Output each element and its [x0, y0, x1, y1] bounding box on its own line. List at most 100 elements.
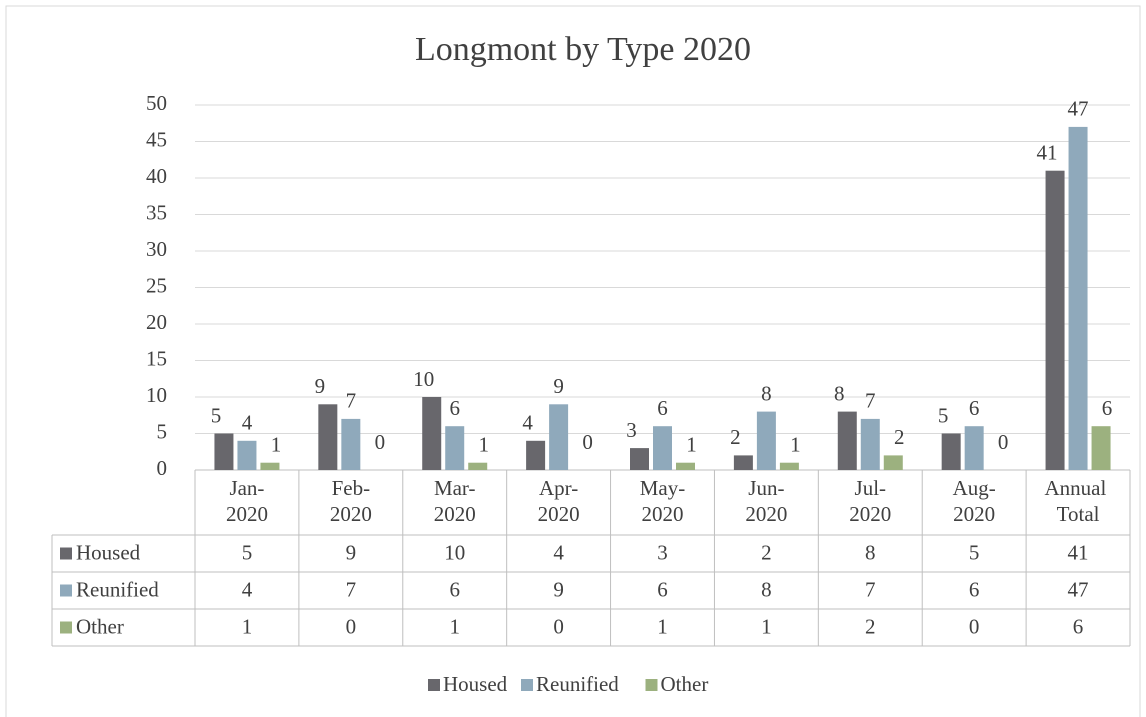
table-cell: 9	[346, 540, 357, 564]
table-cell: 0	[346, 614, 357, 638]
data-label: 9	[553, 374, 564, 398]
bar	[733, 455, 753, 470]
table-row-header: Reunified	[76, 577, 159, 601]
bar	[837, 411, 857, 470]
table-row-header: Other	[76, 614, 124, 638]
bar	[214, 433, 234, 470]
data-label: 0	[998, 430, 1009, 454]
table-cell: 6	[449, 577, 460, 601]
bar	[653, 426, 672, 470]
bar	[341, 418, 361, 470]
table-cell: 1	[761, 614, 772, 638]
y-tick-label: 40	[146, 164, 167, 188]
legend-key	[521, 679, 533, 691]
y-tick-label: 50	[146, 91, 167, 115]
table-cell: 8	[761, 577, 772, 601]
data-label: 2	[730, 425, 741, 449]
y-tick-label: 35	[146, 200, 167, 224]
x-tick-label: May-2020	[640, 476, 686, 526]
bar	[1068, 126, 1088, 471]
data-label: 9	[315, 374, 326, 398]
chart-title: Longmont by Type 2020	[415, 31, 751, 68]
table-cell: 2	[865, 614, 876, 638]
table-cell: 1	[242, 614, 253, 638]
bar	[1045, 170, 1065, 470]
data-label: 1	[790, 433, 801, 457]
legend-label: Other	[661, 672, 709, 696]
data-label: 6	[969, 396, 980, 420]
legend-label: Reunified	[536, 672, 619, 696]
y-tick-label: 15	[146, 346, 167, 370]
table-cell: 5	[969, 540, 980, 564]
bar	[779, 462, 799, 470]
table-cell: 41	[1068, 540, 1089, 564]
y-tick-label: 30	[146, 237, 167, 261]
data-label: 47	[1068, 97, 1089, 121]
data-label: 41	[1037, 141, 1058, 165]
y-tick-label: 45	[146, 127, 167, 151]
chart-border	[5, 5, 1141, 717]
y-tick-label: 0	[157, 456, 168, 480]
data-label: 6	[657, 396, 668, 420]
data-label: 3	[626, 418, 637, 442]
data-label: 8	[834, 381, 845, 405]
x-tick-label: Apr-2020	[538, 476, 580, 526]
data-label: 8	[761, 381, 772, 405]
table-cell: 7	[346, 577, 357, 601]
data-label: 5	[938, 403, 949, 427]
y-tick-label: 5	[157, 419, 168, 443]
data-label: 2	[894, 425, 905, 449]
data-label: 1	[686, 433, 697, 457]
legend-label: Housed	[443, 672, 508, 696]
bar	[549, 404, 569, 470]
bar	[526, 440, 546, 470]
bar	[422, 397, 442, 470]
data-label: 5	[211, 403, 222, 427]
bar	[260, 462, 280, 470]
table-cell: 10	[444, 540, 465, 564]
data-label: 0	[582, 430, 593, 454]
x-tick-label: Annual Total	[1045, 476, 1112, 526]
table-cell: 2	[761, 540, 772, 564]
data-label: 4	[522, 411, 533, 435]
x-tick-label: Jan-2020	[226, 476, 268, 526]
data-label: 0	[375, 430, 386, 454]
table-cell: 1	[449, 614, 460, 638]
y-tick-label: 10	[146, 383, 167, 407]
y-tick-label: 25	[146, 273, 167, 297]
table-cell: 6	[657, 577, 668, 601]
x-tick-label: Mar-2020	[434, 476, 476, 526]
table-cell: 47	[1068, 577, 1089, 601]
data-label: 4	[242, 411, 253, 435]
data-label: 7	[346, 389, 357, 413]
bar	[676, 462, 695, 470]
x-tick-label: Jun-2020	[745, 476, 787, 526]
legend-key	[428, 679, 440, 691]
table-cell: 0	[553, 614, 564, 638]
data-label: 10	[413, 367, 434, 391]
table-cell: 8	[865, 540, 876, 564]
bar	[756, 411, 776, 470]
table-legend-key	[60, 584, 72, 597]
bar	[630, 448, 649, 470]
bar	[883, 455, 903, 470]
bar	[1091, 426, 1111, 470]
bar	[941, 433, 961, 470]
bar	[468, 462, 488, 470]
bar	[237, 440, 257, 470]
data-label: 6	[449, 396, 460, 420]
x-tick-label: Jul-2020	[849, 476, 891, 526]
table-cell: 5	[242, 540, 253, 564]
y-tick-label: 20	[146, 310, 167, 334]
data-label: 6	[1102, 396, 1113, 420]
table-cell: 1	[657, 614, 668, 638]
bar	[318, 404, 338, 470]
table-cell: 4	[242, 577, 253, 601]
table-cell: 3	[657, 540, 668, 564]
table-row-header: Housed	[76, 540, 141, 564]
data-label: 1	[478, 433, 489, 457]
table-cell: 9	[553, 577, 564, 601]
table-legend-key	[60, 621, 72, 634]
bar	[860, 418, 880, 470]
